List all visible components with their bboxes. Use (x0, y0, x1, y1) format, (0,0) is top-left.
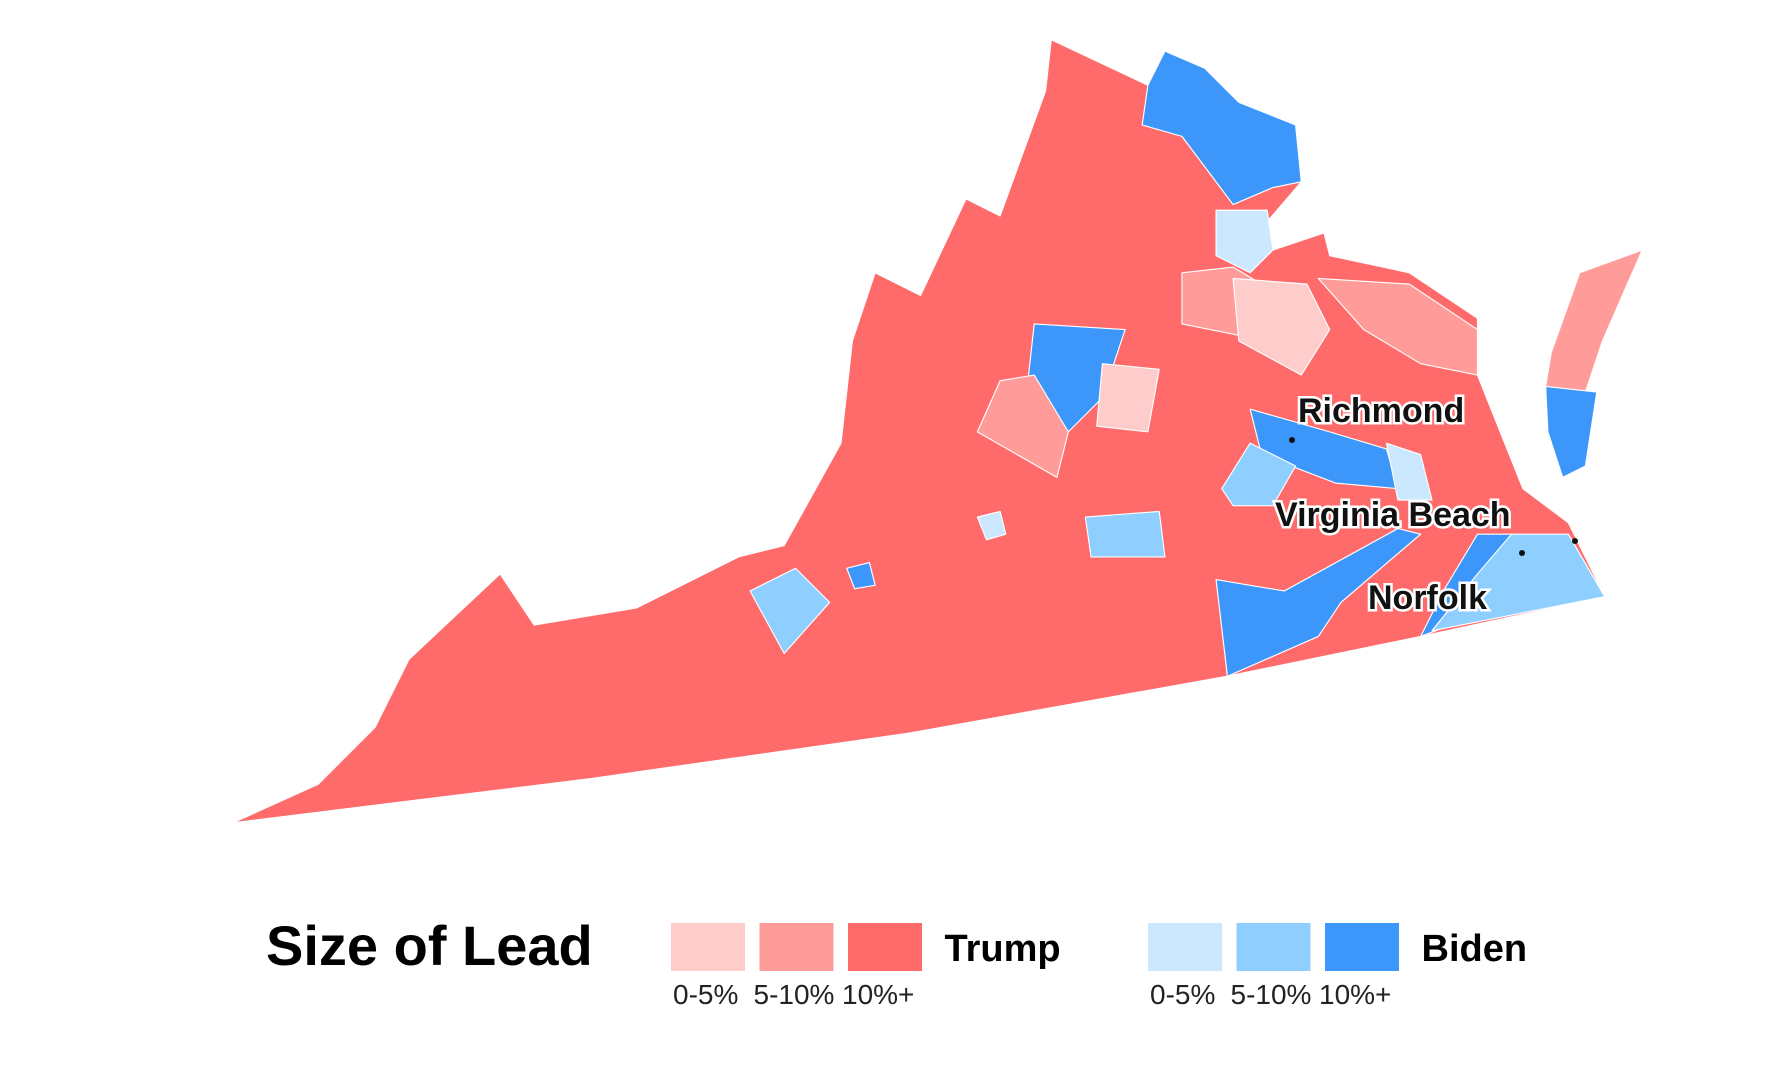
city-labels: Richmond Virginia Beach Norfolk (1273, 390, 1578, 620)
legend-group-name: Biden (1422, 928, 1528, 970)
county-region (1215, 527, 1422, 677)
county-region (1545, 385, 1598, 478)
county-region (976, 374, 1069, 478)
county-region (1096, 363, 1160, 433)
legend-swatch (1325, 923, 1399, 971)
county-region (846, 561, 876, 590)
legend-group-name: Trump (945, 928, 1061, 970)
legend-swatch (848, 923, 922, 971)
legend-item-label: 10%+ (1319, 979, 1391, 1010)
city-dot (1289, 437, 1295, 443)
legend-item-label: 0-5% (1150, 979, 1215, 1010)
county-region (1141, 50, 1302, 206)
city-label: Richmond (1298, 392, 1464, 430)
county-region (1317, 277, 1479, 376)
county-region (1221, 442, 1297, 507)
city-dot (1572, 538, 1578, 544)
legend-swatch (759, 923, 834, 971)
city-label: Norfolk (1368, 579, 1487, 617)
legend-item-label: 5-10% (1231, 979, 1312, 1010)
virginia-map (232, 39, 1643, 824)
county-region (1545, 249, 1643, 393)
county-region (1431, 533, 1606, 632)
legend-item-label: 0-5% (673, 979, 738, 1010)
county-region (232, 39, 1606, 824)
legend-swatch (1148, 923, 1222, 971)
county-region (1084, 510, 1166, 558)
county-region (1232, 277, 1331, 376)
county-region (749, 567, 831, 655)
city-label: Virginia Beach (1275, 496, 1511, 534)
legend-item-label: 10%+ (842, 979, 914, 1010)
legend-item-label: 5-10% (754, 979, 835, 1010)
legend-swatch (1236, 923, 1311, 971)
county-region (1385, 442, 1433, 501)
county-region (976, 510, 1007, 541)
legend-swatch (671, 923, 745, 971)
legend-title: Size of Lead (266, 914, 593, 977)
city-dot (1519, 550, 1525, 556)
county-region (1215, 209, 1274, 274)
